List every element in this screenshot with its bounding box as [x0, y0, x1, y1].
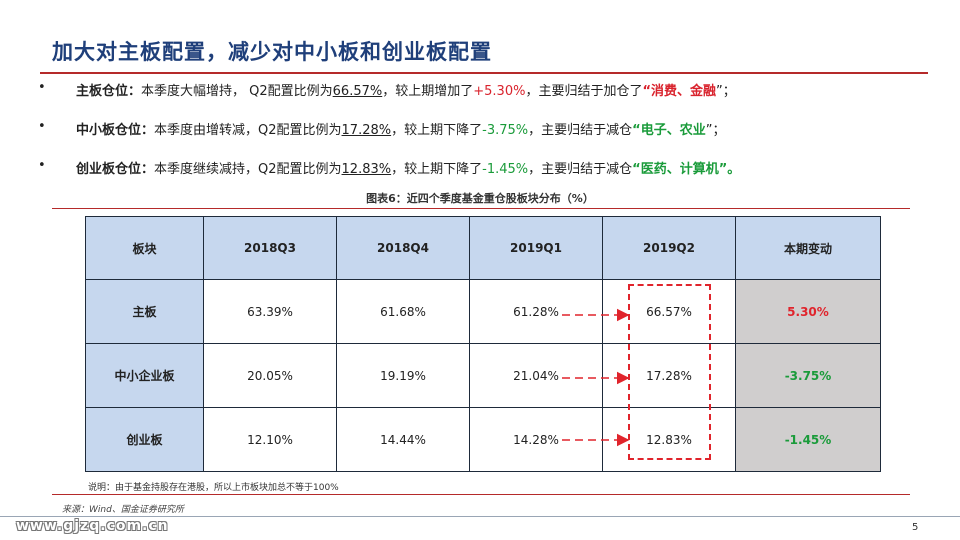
column-header: 板块: [85, 216, 204, 280]
column-header: 2018Q4: [336, 216, 470, 280]
bullet-quote-close: ”。: [718, 162, 741, 177]
change-cell: 5.30%: [735, 279, 881, 344]
row-label: 创业板: [85, 407, 204, 472]
sector-allocation-table: 板块 2018Q3 2018Q4 2019Q1 2019Q2 本期变动 主板 6…: [85, 216, 881, 472]
page-title: 加大对主板配置，减少对中小板和创业板配置: [52, 40, 492, 64]
bullet-ratio: 12.83%: [341, 162, 392, 177]
bullet-dot: •: [38, 119, 46, 134]
bullet-change: -3.75%: [482, 123, 529, 138]
row-label: 主板: [85, 279, 204, 344]
table-note: 说明：由于基金持股存在港股，所以上市板块加总不等于100%: [88, 483, 339, 493]
site-url: www.gjzq.com.cn: [16, 518, 169, 534]
figure-caption: 图表6：近四个季度基金重仓股板块分布（%）: [366, 192, 594, 205]
source-divider: [52, 494, 910, 495]
table-row: 主板 63.39% 61.68% 61.28% 66.57% 5.30%: [85, 279, 881, 344]
table-cell: 12.10%: [203, 407, 337, 472]
bullet-text: ，主要归结于减仓: [528, 123, 633, 138]
bullet-text: ，较上期下降了: [391, 162, 483, 177]
table-cell: 14.28%: [469, 407, 603, 472]
bullet-quote-close: ”；: [705, 123, 726, 138]
change-cell: -3.75%: [735, 343, 881, 408]
table-cell: 63.39%: [203, 279, 337, 344]
highlight-box: [628, 284, 711, 460]
bullet-change: -1.45%: [482, 162, 529, 177]
bullet-change: +5.30%: [473, 84, 526, 99]
bullet-sectors: 电子、农业: [640, 123, 706, 138]
bullet-text: ，较上期下降了: [391, 123, 483, 138]
bullet-heading: 主板仓位：: [76, 84, 142, 99]
bullet-line: 主板仓位：本季度大幅增持， Q2配置比例为66.57%，较上期增加了+5.30%…: [76, 80, 736, 99]
column-header: 本期变动: [735, 216, 881, 280]
page-number: 5: [912, 522, 919, 533]
bullet-text: ，主要归结于加仓了: [525, 84, 643, 99]
bullet-quote-open: “: [632, 162, 641, 177]
bullet-text: ，主要归结于减仓: [528, 162, 633, 177]
table-cell: 19.19%: [336, 343, 470, 408]
table-cell: 61.28%: [469, 279, 603, 344]
table-cell: 20.05%: [203, 343, 337, 408]
bullet-text: ，较上期增加了: [382, 84, 474, 99]
table-cell: 12.83%: [602, 407, 736, 472]
bullet-sectors: 医药、计算机: [640, 162, 719, 177]
bullet-heading: 创业板仓位：: [76, 162, 155, 177]
column-header: 2018Q3: [203, 216, 337, 280]
column-header: 2019Q2: [602, 216, 736, 280]
source-text: 来源：Wind、国金证券研究所: [62, 505, 184, 515]
bullet-sectors: 消费、金融: [651, 84, 717, 99]
table-cell: 21.04%: [469, 343, 603, 408]
bullet-dot: •: [38, 158, 46, 173]
bullet-dot: •: [38, 80, 46, 95]
table-row: 中小企业板 20.05% 19.19% 21.04% 17.28% -3.75%: [85, 343, 881, 408]
table-row: 创业板 12.10% 14.44% 14.28% 12.83% -1.45%: [85, 407, 881, 472]
bullet-text: 本季度大幅增持， Q2配置比例为: [141, 84, 333, 99]
bullet-heading: 中小板仓位：: [76, 123, 155, 138]
bullet-line: 中小板仓位：本季度由增转减，Q2配置比例为17.28%，较上期下降了-3.75%…: [76, 119, 725, 138]
table-cell: 14.44%: [336, 407, 470, 472]
table-cell: 61.68%: [336, 279, 470, 344]
bullet-quote-open: “: [632, 123, 641, 138]
table-header-row: 板块 2018Q3 2018Q4 2019Q1 2019Q2 本期变动: [85, 216, 881, 280]
bullet-quote-close: ”；: [716, 84, 736, 99]
bullet-ratio: 66.57%: [332, 84, 383, 99]
footer-divider: [0, 516, 960, 517]
column-header: 2019Q1: [469, 216, 603, 280]
bullet-line: 创业板仓位：本季度继续减持，Q2配置比例为12.83%，较上期下降了-1.45%…: [76, 158, 740, 177]
change-cell: -1.45%: [735, 407, 881, 472]
bullet-ratio: 17.28%: [341, 123, 392, 138]
caption-divider: [52, 208, 910, 209]
row-label: 中小企业板: [85, 343, 204, 408]
title-divider: [40, 72, 928, 74]
bullet-text: 本季度由增转减，Q2配置比例为: [154, 123, 342, 138]
bullet-quote-open: “: [642, 84, 652, 99]
bullet-text: 本季度继续减持，Q2配置比例为: [154, 162, 342, 177]
